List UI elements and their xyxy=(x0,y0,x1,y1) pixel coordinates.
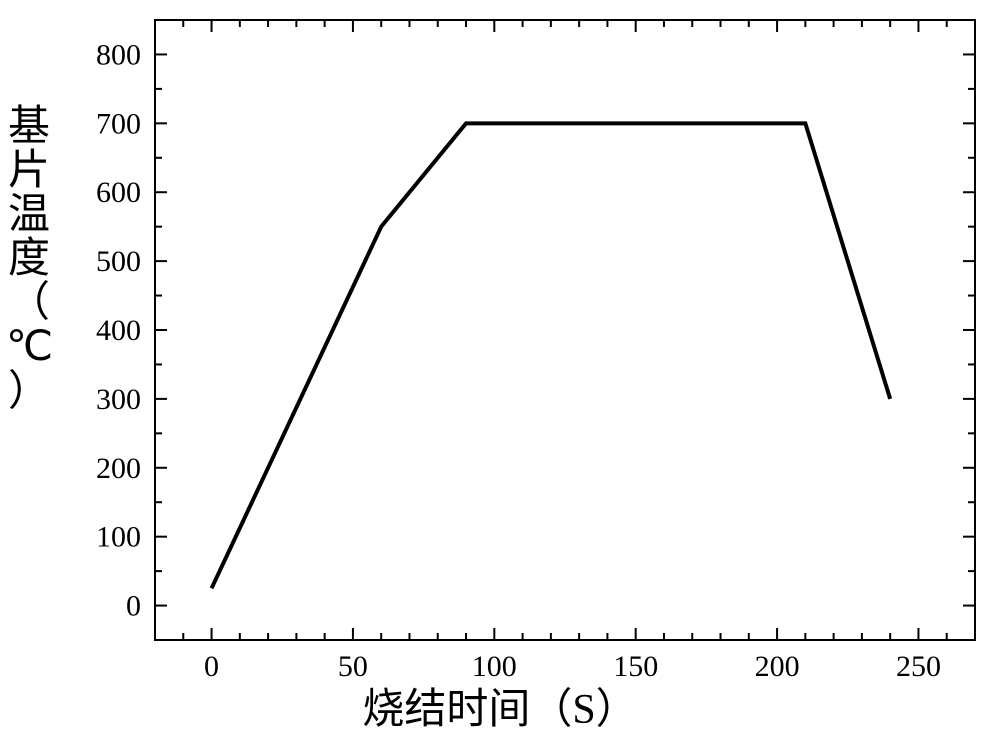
y-axis-label-char: 温 xyxy=(6,193,52,237)
y-axis-label-char: ℃ xyxy=(6,325,52,369)
y-tick-label: 200 xyxy=(96,452,141,485)
y-axis-label-char: ） xyxy=(6,370,52,414)
y-tick-label: 300 xyxy=(96,383,141,416)
y-axis-label-char: （ xyxy=(6,281,52,325)
y-axis-label-char: 基 xyxy=(6,105,52,149)
y-tick-label: 500 xyxy=(96,245,141,278)
chart-container: 0501001502002500100200300400500600700800… xyxy=(0,0,1000,754)
y-axis-label-char: 片 xyxy=(6,149,52,193)
y-axis-label-char: 度 xyxy=(6,237,52,281)
chart-svg: 0501001502002500100200300400500600700800 xyxy=(0,0,1000,754)
plot-frame xyxy=(155,20,975,640)
y-axis-label: 基片温度（℃） xyxy=(6,105,52,414)
y-tick-label: 600 xyxy=(96,176,141,209)
y-tick-label: 100 xyxy=(96,521,141,554)
x-axis-label-text: 烧结时间（S） xyxy=(362,687,637,733)
y-tick-label: 800 xyxy=(96,38,141,71)
data-line xyxy=(212,123,891,588)
x-axis-label: 烧结时间（S） xyxy=(0,675,1000,736)
y-tick-label: 700 xyxy=(96,107,141,140)
y-tick-label: 400 xyxy=(96,314,141,347)
y-tick-label: 0 xyxy=(126,590,141,623)
